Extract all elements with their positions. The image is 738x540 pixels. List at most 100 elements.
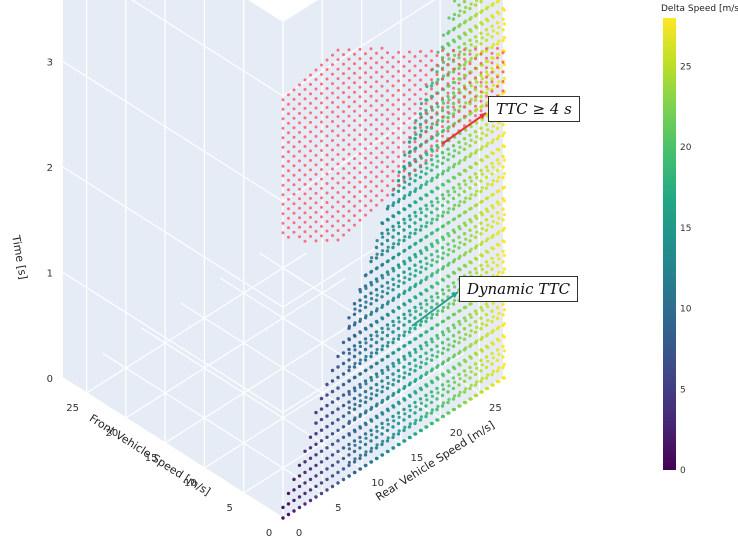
data-point bbox=[429, 358, 434, 362]
data-point bbox=[501, 70, 505, 74]
data-point bbox=[303, 78, 307, 82]
data-point bbox=[457, 151, 461, 155]
data-point bbox=[331, 196, 334, 199]
data-point bbox=[430, 163, 434, 167]
data-point bbox=[436, 391, 440, 395]
data-point bbox=[447, 30, 451, 34]
data-point bbox=[336, 200, 340, 204]
data-point bbox=[396, 221, 401, 225]
data-point bbox=[473, 98, 478, 102]
data-point bbox=[353, 62, 356, 66]
data-point bbox=[336, 124, 340, 128]
data-point bbox=[446, 168, 450, 172]
data-point bbox=[414, 391, 418, 395]
data-point bbox=[408, 116, 411, 120]
data-point bbox=[342, 81, 345, 85]
data-point bbox=[408, 381, 412, 385]
data-point bbox=[424, 267, 428, 271]
data-point bbox=[369, 170, 373, 174]
data-point bbox=[429, 168, 434, 172]
data-point bbox=[447, 43, 451, 47]
data-point bbox=[414, 187, 418, 191]
data-point bbox=[441, 374, 446, 378]
data-point bbox=[342, 119, 345, 123]
data-point bbox=[468, 52, 472, 56]
data-point bbox=[451, 386, 456, 391]
data-point bbox=[484, 313, 489, 317]
data-point bbox=[386, 313, 390, 317]
data-point bbox=[402, 196, 406, 200]
data-point bbox=[358, 382, 362, 387]
data-point bbox=[358, 446, 362, 450]
data-point bbox=[413, 112, 417, 115]
data-point bbox=[430, 353, 434, 357]
data-point bbox=[375, 61, 378, 65]
data-point bbox=[320, 111, 323, 114]
data-point bbox=[309, 82, 312, 86]
data-point bbox=[458, 363, 462, 367]
data-point bbox=[497, 162, 501, 166]
data-point bbox=[336, 181, 340, 185]
data-point bbox=[408, 50, 411, 54]
data-point bbox=[408, 126, 411, 130]
data-point bbox=[441, 134, 444, 138]
data-point bbox=[447, 329, 451, 333]
data-point bbox=[418, 365, 423, 369]
data-point bbox=[486, 209, 490, 213]
data-point bbox=[446, 120, 450, 124]
data-point bbox=[298, 83, 301, 87]
data-point bbox=[353, 90, 356, 94]
data-point bbox=[473, 309, 478, 313]
data-point bbox=[392, 378, 396, 382]
data-point bbox=[331, 82, 334, 86]
data-point bbox=[430, 81, 434, 85]
data-point bbox=[419, 360, 423, 364]
data-point bbox=[358, 344, 363, 348]
annotation-dynamic-ttc: Dynamic TTC bbox=[459, 276, 579, 302]
data-point bbox=[491, 124, 495, 128]
data-point bbox=[414, 255, 418, 259]
data-point bbox=[475, 380, 479, 384]
data-point bbox=[424, 203, 428, 208]
data-point bbox=[407, 425, 412, 429]
data-point bbox=[347, 347, 351, 352]
data-point bbox=[364, 99, 367, 103]
data-point bbox=[375, 456, 379, 461]
data-point bbox=[402, 175, 406, 179]
data-point bbox=[435, 302, 439, 306]
data-point bbox=[381, 453, 385, 457]
data-point bbox=[451, 70, 456, 74]
data-point bbox=[381, 303, 385, 307]
data-point bbox=[497, 257, 501, 261]
data-point bbox=[380, 103, 384, 107]
data-point bbox=[497, 134, 501, 138]
data-point bbox=[469, 165, 473, 170]
data-point bbox=[468, 90, 472, 94]
data-point bbox=[475, 26, 479, 30]
data-point bbox=[413, 263, 417, 267]
data-point bbox=[319, 481, 324, 485]
data-point bbox=[453, 244, 457, 248]
data-point bbox=[347, 324, 351, 328]
data-point bbox=[440, 203, 445, 208]
data-point bbox=[386, 70, 389, 74]
data-point bbox=[358, 66, 362, 70]
data-point bbox=[469, 302, 473, 306]
data-point bbox=[440, 341, 445, 345]
data-point bbox=[358, 453, 363, 457]
data-point bbox=[446, 158, 450, 162]
data-point bbox=[475, 148, 479, 152]
data-point bbox=[358, 440, 363, 444]
data-point bbox=[479, 263, 483, 268]
data-point bbox=[336, 96, 340, 100]
data-point bbox=[501, 60, 505, 64]
data-point bbox=[462, 390, 467, 394]
data-point bbox=[473, 330, 478, 334]
data-point bbox=[462, 10, 467, 14]
data-point bbox=[397, 279, 401, 283]
data-point bbox=[486, 19, 490, 23]
data-point bbox=[463, 105, 466, 109]
grid-x-floor bbox=[86, 252, 307, 394]
data-point bbox=[464, 19, 468, 23]
